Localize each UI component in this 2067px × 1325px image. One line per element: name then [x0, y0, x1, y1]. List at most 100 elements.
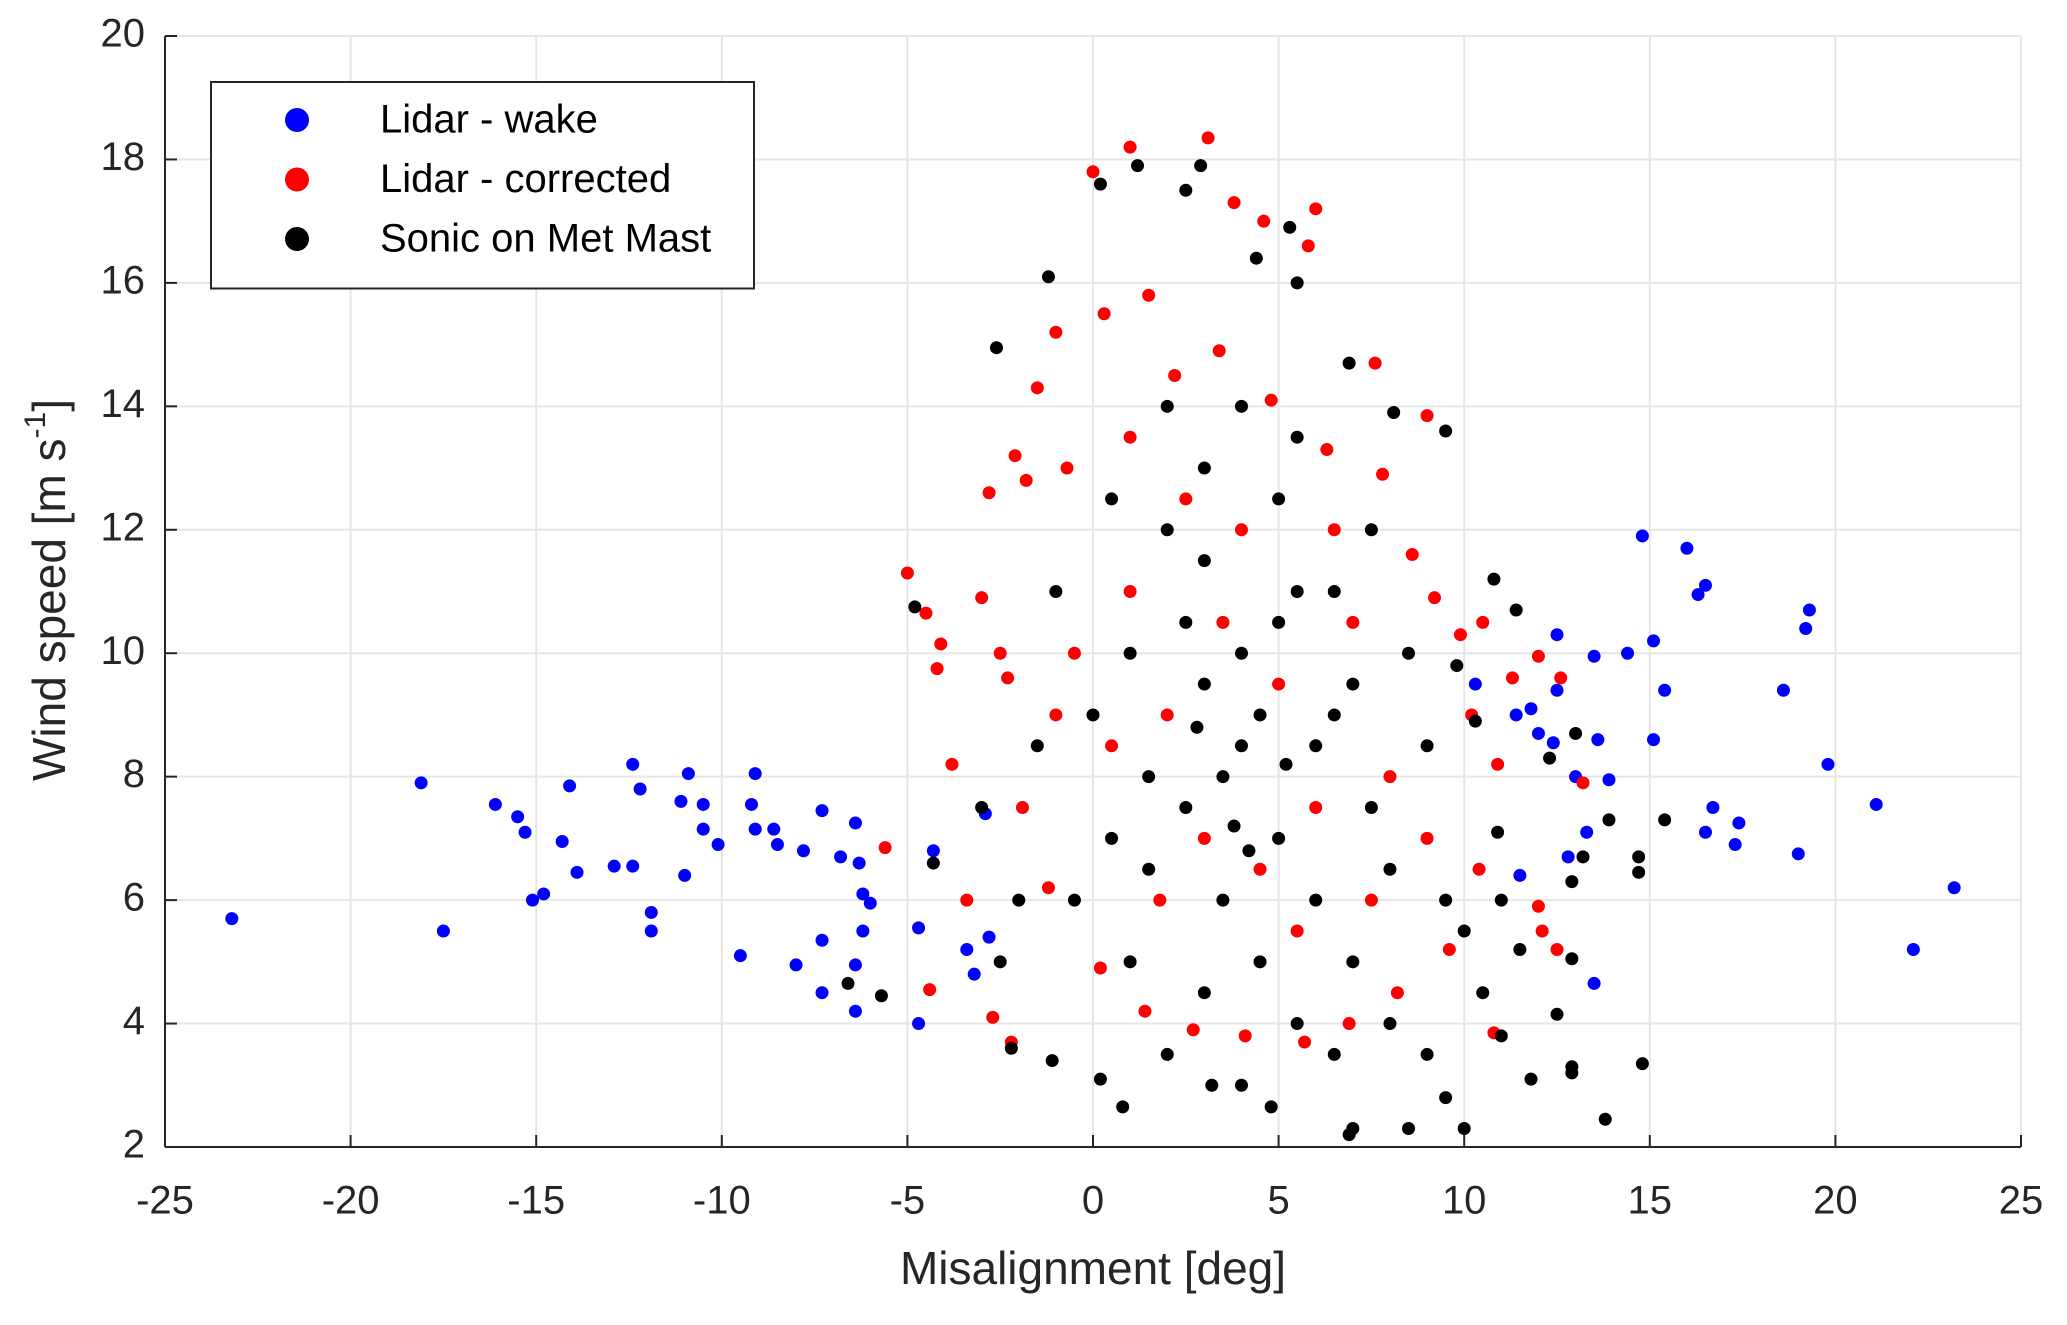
point [1160, 523, 1174, 537]
point [1160, 399, 1174, 413]
x-tick-label: -25 [136, 1179, 194, 1223]
legend-label: Lidar - corrected [380, 157, 671, 201]
point [1234, 646, 1248, 660]
point [1457, 924, 1471, 938]
point [1093, 177, 1107, 191]
point [1732, 816, 1746, 830]
point [1301, 239, 1315, 253]
point [1598, 1112, 1612, 1126]
point [1309, 893, 1323, 907]
point [1543, 751, 1557, 765]
point [767, 822, 781, 836]
point [796, 844, 810, 858]
point [748, 767, 762, 781]
y-axis-label-end: ] [23, 399, 75, 412]
point [1402, 646, 1416, 660]
point [1283, 220, 1297, 234]
point [1647, 733, 1661, 747]
point [1201, 131, 1215, 145]
series [225, 529, 1961, 1031]
point [1635, 529, 1649, 543]
point [1197, 986, 1211, 1000]
point [1249, 251, 1263, 265]
point [1531, 726, 1545, 740]
point [1550, 1007, 1564, 1021]
series [841, 159, 1672, 1142]
point [1168, 368, 1182, 382]
y-tick-label: 10 [101, 629, 146, 673]
point [1587, 976, 1601, 990]
x-tick-label: 15 [1628, 1179, 1673, 1223]
point [748, 822, 762, 836]
point [1376, 467, 1390, 481]
point [644, 905, 658, 919]
point [1691, 588, 1705, 602]
y-tick-label: 14 [101, 382, 146, 426]
point [1290, 585, 1304, 598]
point [841, 976, 855, 990]
point [863, 896, 877, 910]
point [607, 859, 621, 873]
point [1290, 924, 1304, 938]
point [975, 591, 989, 605]
point [1487, 572, 1501, 586]
point [852, 856, 866, 870]
point [1383, 862, 1397, 876]
point [1383, 1017, 1397, 1031]
point [1947, 881, 1961, 895]
point [1216, 770, 1230, 784]
point [1494, 1029, 1508, 1043]
point [1227, 196, 1241, 210]
point [1123, 430, 1137, 444]
point [1105, 831, 1119, 845]
y-axis-label-sup: -1 [19, 412, 52, 439]
point [960, 942, 974, 956]
point [1531, 899, 1545, 913]
point [1602, 773, 1616, 787]
point [1342, 1017, 1356, 1031]
point [1565, 875, 1579, 889]
point [1186, 1023, 1200, 1037]
point [1531, 649, 1545, 663]
point [1524, 702, 1538, 716]
point [1253, 955, 1267, 969]
point [908, 600, 922, 614]
point [1216, 893, 1230, 907]
x-tick-label: 10 [1442, 1179, 1487, 1223]
point [926, 856, 940, 870]
point [1342, 356, 1356, 370]
point [1453, 628, 1467, 642]
point [1439, 424, 1453, 438]
point [570, 865, 584, 879]
point [1227, 819, 1241, 833]
y-tick-label: 12 [101, 505, 146, 549]
x-tick-label: 25 [1999, 1179, 2044, 1223]
point [1086, 708, 1100, 722]
series [878, 131, 1590, 1049]
point [1476, 986, 1490, 1000]
point [1234, 1078, 1248, 1092]
point [1067, 646, 1081, 660]
point [856, 924, 870, 938]
point [934, 637, 948, 651]
x-tick-label: -20 [322, 1179, 380, 1223]
point [986, 1010, 1000, 1024]
point [1123, 955, 1137, 969]
point [1368, 356, 1382, 370]
point [1138, 1004, 1152, 1018]
point [1272, 831, 1286, 845]
point [1513, 942, 1527, 956]
point [1428, 591, 1442, 605]
point [537, 887, 551, 901]
point [770, 838, 784, 852]
point [1093, 1072, 1107, 1086]
point [1802, 603, 1816, 617]
point [733, 949, 747, 963]
point [1264, 1100, 1278, 1114]
y-tick-label: 2 [123, 1123, 145, 1167]
point [1505, 671, 1519, 685]
legend-label: Sonic on Met Mast [380, 217, 711, 261]
point [1309, 801, 1323, 815]
point [1387, 406, 1401, 420]
point [1012, 893, 1026, 907]
